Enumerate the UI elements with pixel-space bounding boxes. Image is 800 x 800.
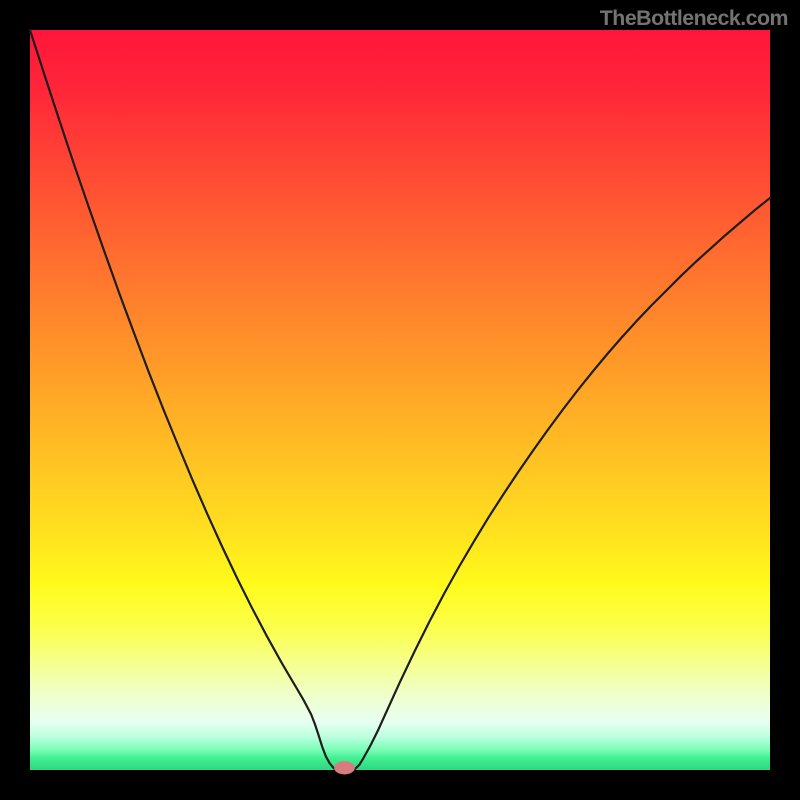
watermark-text: TheBottleneck.com xyxy=(600,6,788,31)
bottleneck-chart xyxy=(0,0,800,800)
chart-container: TheBottleneck.com xyxy=(0,0,800,800)
bottleneck-marker xyxy=(334,761,355,774)
plot-area-gradient xyxy=(30,30,770,770)
